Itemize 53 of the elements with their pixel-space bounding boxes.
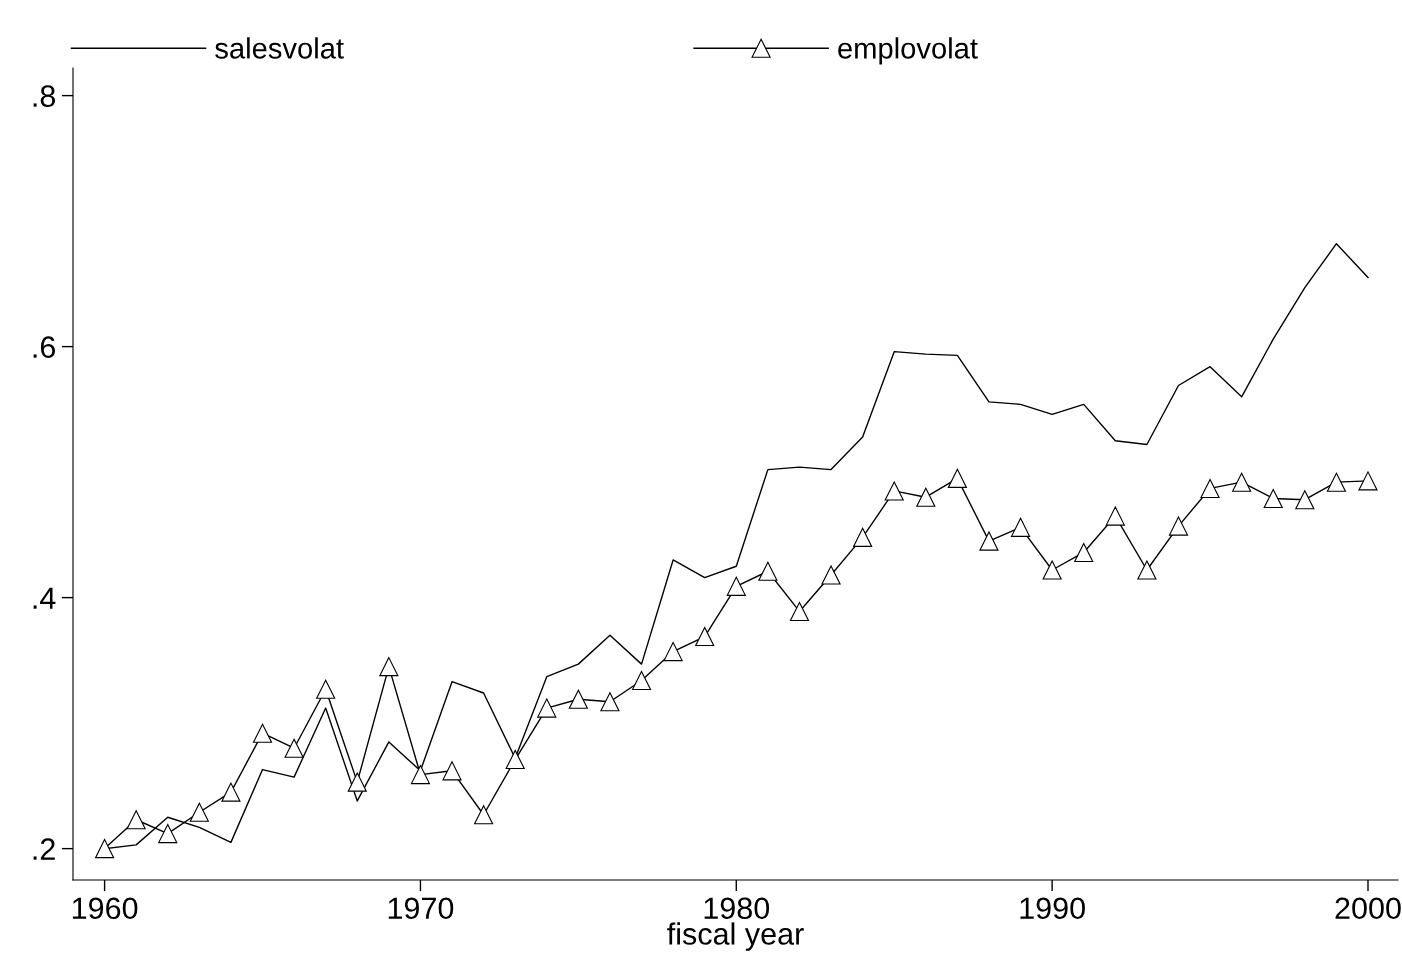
point: [474, 805, 494, 825]
point: [695, 626, 715, 647]
point: [410, 764, 431, 785]
point: [979, 531, 999, 551]
point: [1295, 490, 1315, 510]
point: [1326, 472, 1346, 492]
point: [884, 481, 904, 501]
x-tick-label: 1990: [1020, 897, 1085, 920]
point: [505, 749, 525, 770]
point: [1168, 516, 1189, 536]
point: [821, 565, 841, 585]
x-axis-title: fiscal year: [667, 922, 804, 951]
legend-label: salesvolat: [215, 37, 344, 59]
x-tick-label: 1970: [388, 897, 454, 920]
point: [158, 823, 178, 844]
point: [221, 782, 241, 802]
point: [568, 689, 588, 709]
y-tick-label: .6: [33, 336, 55, 358]
x-tick-label: 2000: [1335, 897, 1401, 920]
point: [916, 487, 936, 507]
point: [347, 772, 367, 792]
point: [1232, 472, 1252, 492]
point: [1200, 478, 1220, 499]
point: [1263, 488, 1283, 509]
point: [126, 810, 146, 830]
point: [947, 468, 967, 488]
point: [1042, 560, 1062, 580]
point: [853, 527, 873, 547]
point: [1358, 471, 1378, 491]
y-tick-label: .8: [33, 85, 56, 107]
point: [442, 761, 462, 781]
point: [537, 698, 557, 718]
y-tick-label: .2: [33, 838, 55, 860]
point: [631, 670, 652, 691]
point: [316, 679, 336, 699]
point: [663, 642, 683, 662]
point: [726, 576, 746, 596]
y-tick-label: .4: [33, 587, 56, 609]
point: [600, 692, 620, 712]
point: [758, 561, 778, 581]
point: [1010, 517, 1031, 537]
point: [95, 839, 115, 859]
point: [1105, 506, 1125, 526]
x-tick-label: 1960: [72, 897, 138, 920]
legend-label: emplovolat: [838, 37, 978, 65]
point: [1074, 542, 1094, 563]
point: [284, 738, 304, 758]
point: [379, 657, 399, 677]
point: [789, 601, 810, 622]
point: [252, 723, 273, 743]
point: [1137, 560, 1157, 580]
x-tick-label: 1980: [704, 897, 770, 920]
point: [189, 802, 209, 822]
